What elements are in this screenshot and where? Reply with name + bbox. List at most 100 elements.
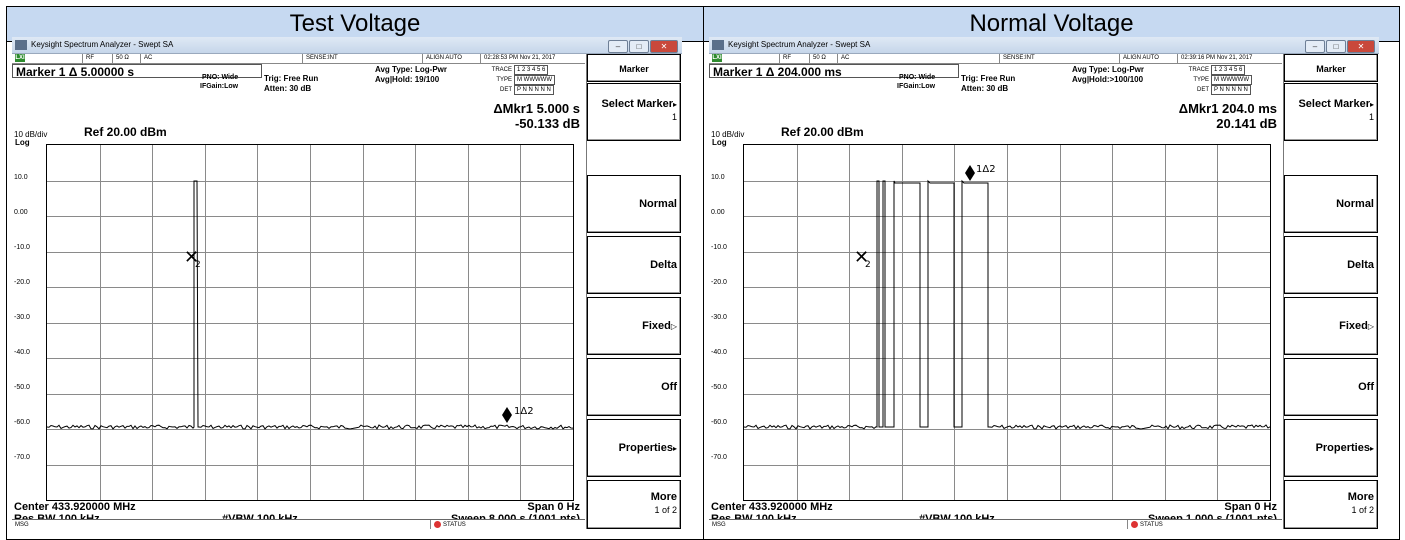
atten-text: Atten: 30 dB xyxy=(264,84,312,93)
pno-text: PNO: Wide xyxy=(899,74,936,81)
graticule-normal[interactable]: ✕ 2 1Δ2 xyxy=(743,144,1271,501)
trace-plot: ✕ 2 1Δ2 xyxy=(47,145,573,500)
ref-marker-label: 2 xyxy=(195,260,201,270)
select-marker-button[interactable]: Select Marker▸ 1 xyxy=(587,83,681,141)
info-bar: LXI RF 50 Ω AC SENSE:INT ALIGN AUTO 02:3… xyxy=(709,54,1282,64)
trace-values: 1 2 3 4 5 6 xyxy=(1211,65,1246,75)
y-tick-label: -40.0 xyxy=(711,349,727,356)
y-tick-label: 0.00 xyxy=(14,209,28,216)
pno-setting: PNO: Wide IFGain:Low xyxy=(897,73,935,91)
status-indicator[interactable]: STATUS xyxy=(430,520,466,529)
sense-label: SENSE:INT xyxy=(302,54,338,63)
y-tick-label: -60.0 xyxy=(14,419,30,426)
avg-info: Avg Type: Log-Pwr Avg|Hold:>100/100 xyxy=(1072,65,1144,85)
softkey-panel: Marker Select Marker▸ 1 Normal Delta Fixe… xyxy=(586,54,682,529)
window-title: Keysight Spectrum Analyzer - Swept SA xyxy=(728,40,871,49)
active-function-marker[interactable]: Marker 1 Δ 204.000 ms xyxy=(709,64,959,79)
y-tick-label: -20.0 xyxy=(711,279,727,286)
span-value[interactable]: Span 0 Hz xyxy=(1224,501,1277,513)
properties-button[interactable]: Properties▸ xyxy=(587,419,681,477)
lxi-status-icon: LXI xyxy=(15,54,25,62)
det-values: P N N N N N xyxy=(1211,85,1251,95)
app-icon xyxy=(712,40,724,50)
normal-button[interactable]: Normal xyxy=(587,175,681,233)
maximize-button[interactable]: □ xyxy=(1326,40,1346,53)
fixed-label: Fixed xyxy=(1339,320,1368,332)
trace-label: TRACE xyxy=(1188,67,1209,73)
trace-values: 1 2 3 4 5 6 xyxy=(514,65,549,75)
status-indicator[interactable]: STATUS xyxy=(1127,520,1163,529)
type-label: TYPE xyxy=(496,77,512,83)
y-tick-label: -60.0 xyxy=(711,419,727,426)
delta-marker-label: 1Δ2 xyxy=(514,406,534,417)
det-values: P N N N N N xyxy=(514,85,554,95)
normal-button[interactable]: Normal xyxy=(1284,175,1378,233)
timestamp: 02:28:53 PM Nov 21, 2017 xyxy=(480,54,555,63)
ref-level: Ref 20.00 dBm xyxy=(781,125,864,139)
marker-readout-time: ΔMkr1 5.000 s xyxy=(493,101,580,116)
trigger-info: Trig: Free Run Atten: 30 dB xyxy=(961,74,1015,94)
pno-setting: PNO: Wide IFGain:Low xyxy=(200,73,238,91)
trace-line xyxy=(744,179,1270,430)
title-bar: Keysight Spectrum Analyzer - Swept SA – □… xyxy=(709,37,1379,54)
more-button[interactable]: More 1 of 2 xyxy=(1284,480,1378,529)
off-button[interactable]: Off xyxy=(587,358,681,416)
center-freq[interactable]: Center 433.920000 MHz xyxy=(14,501,136,513)
impedance-label: 50 Ω xyxy=(112,54,129,63)
y-tick-label: -30.0 xyxy=(14,314,30,321)
more-page: 1 of 2 xyxy=(654,505,677,515)
select-marker-label: Select Marker xyxy=(1298,98,1370,110)
status-bar: MSG STATUS xyxy=(12,519,585,529)
type-label: TYPE xyxy=(1193,77,1209,83)
trace-table: TRACE 1 2 3 4 5 6 TYPE M WWWWW DET P N N N … xyxy=(482,65,555,95)
delta-button[interactable]: Delta xyxy=(587,236,681,294)
center-freq[interactable]: Center 433.920000 MHz xyxy=(711,501,833,513)
minimize-button[interactable]: – xyxy=(608,40,628,53)
trace-table: TRACE 1 2 3 4 5 6 TYPE M WWWWW DET P N N N … xyxy=(1179,65,1252,95)
y-tick-label: -30.0 xyxy=(711,314,727,321)
det-label: DET xyxy=(500,87,512,93)
properties-label: Properties xyxy=(618,442,673,454)
close-button[interactable]: ✕ xyxy=(650,40,678,53)
status-text: STATUS xyxy=(443,522,466,528)
align-label: ALIGN AUTO xyxy=(1119,54,1159,63)
y-tick-label: 0.00 xyxy=(711,209,725,216)
sense-label: SENSE:INT xyxy=(999,54,1035,63)
y-tick-label: 10.0 xyxy=(14,174,28,181)
arrow-right-outline-icon: ▷ xyxy=(1367,322,1374,331)
timestamp: 02:39:16 PM Nov 21, 2017 xyxy=(1177,54,1252,63)
trace-plot: ✕ 2 1Δ2 xyxy=(744,145,1270,500)
off-button[interactable]: Off xyxy=(1284,358,1378,416)
grid-lines xyxy=(47,145,573,500)
window-title: Keysight Spectrum Analyzer - Swept SA xyxy=(31,40,174,49)
graticule-test[interactable]: ✕ 2 1Δ2 xyxy=(46,144,574,501)
properties-label: Properties xyxy=(1315,442,1370,454)
span-value[interactable]: Span 0 Hz xyxy=(527,501,580,513)
avg-hold-text: Avg|Hold:>100/100 xyxy=(1072,75,1144,84)
grid-lines xyxy=(744,145,1270,500)
column-divider xyxy=(703,7,704,539)
y-tick-label: -10.0 xyxy=(711,244,727,251)
active-function-marker[interactable]: Marker 1 Δ 5.00000 s xyxy=(12,64,262,79)
select-marker-label: Select Marker xyxy=(601,98,673,110)
coupling-label: AC xyxy=(140,54,152,63)
fixed-button[interactable]: Fixed▷ xyxy=(587,297,681,355)
select-marker-button[interactable]: Select Marker▸ 1 xyxy=(1284,83,1378,141)
header-test-voltage: Test Voltage xyxy=(7,7,704,42)
y-tick-label: -50.0 xyxy=(711,384,727,391)
status-icon xyxy=(434,520,441,528)
trig-text: Trig: Free Run xyxy=(264,74,319,83)
y-tick-label: -70.0 xyxy=(14,454,30,461)
analyzer-window-test: Keysight Spectrum Analyzer - Swept SA – □… xyxy=(12,37,682,529)
delta-marker-label: 1Δ2 xyxy=(976,164,996,175)
ref-marker-icon: ✕ xyxy=(184,247,199,268)
fixed-button[interactable]: Fixed▷ xyxy=(1284,297,1378,355)
close-button[interactable]: ✕ xyxy=(1347,40,1375,53)
maximize-button[interactable]: □ xyxy=(629,40,649,53)
minimize-button[interactable]: – xyxy=(1305,40,1325,53)
properties-button[interactable]: Properties▸ xyxy=(1284,419,1378,477)
more-button[interactable]: More 1 of 2 xyxy=(587,480,681,529)
scale-per-div: 10 dB/div xyxy=(711,130,745,139)
delta-button[interactable]: Delta xyxy=(1284,236,1378,294)
arrow-right-icon: ▸ xyxy=(672,100,677,109)
